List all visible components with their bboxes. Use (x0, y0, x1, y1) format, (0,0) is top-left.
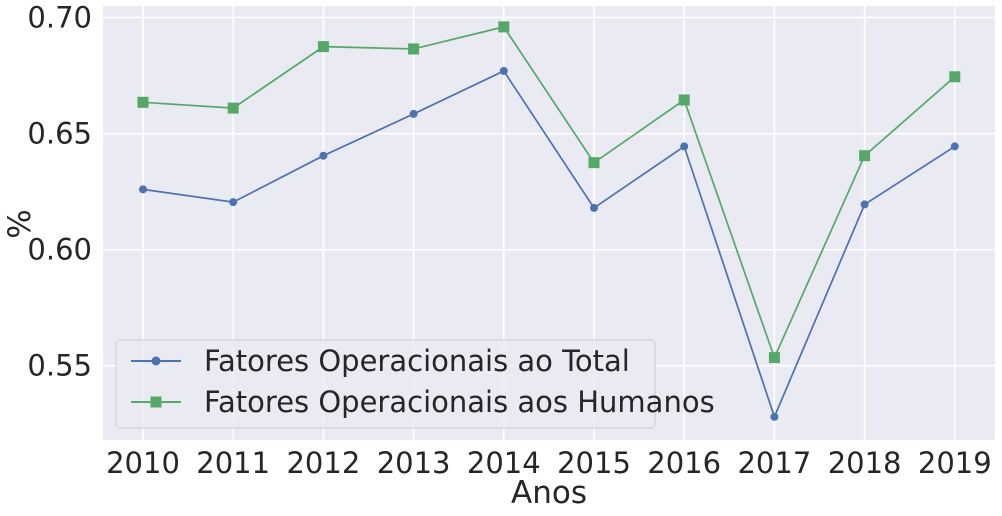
data-point (498, 21, 510, 33)
data-point (590, 203, 598, 212)
y-tick-label: 0.65 (27, 117, 92, 151)
x-tick-label: 2015 (557, 446, 631, 480)
legend-circle-marker-icon (151, 356, 161, 366)
x-axis-label: Anos (511, 475, 587, 511)
data-point (137, 96, 149, 108)
series-line (142, 69, 956, 420)
series-layer (137, 21, 961, 421)
legend: Fatores Operacionais ao Total Fatores Op… (115, 339, 715, 429)
series-line (142, 25, 956, 360)
data-point (588, 157, 600, 169)
y-tick-label: 0.60 (27, 233, 92, 267)
data-point (860, 200, 869, 209)
x-tick-label: 2018 (828, 446, 902, 480)
series-2 (137, 21, 961, 364)
data-point (859, 150, 871, 162)
legend-square-marker-icon (150, 396, 162, 408)
data-point (317, 41, 329, 53)
data-point (409, 109, 418, 118)
data-point (499, 66, 508, 75)
legend-entry-total: Fatores Operacionais ao Total (131, 344, 630, 378)
y-axis-label: % (2, 209, 38, 238)
x-tick-label: 2011 (196, 446, 270, 480)
x-tick-labels: 2010 2011 2012 2013 2014 2015 2016 2017 2018 2019 (106, 446, 992, 480)
x-tick-label: 2016 (647, 446, 721, 480)
x-tick-label: 2017 (737, 446, 811, 480)
legend-label-humanos: Fatores Operacionais aos Humanos (204, 385, 715, 419)
series-1 (139, 66, 959, 421)
x-tick-label: 2010 (106, 446, 180, 480)
legend-box (115, 339, 656, 429)
x-tick-label: 2014 (467, 446, 541, 480)
x-tick-label: 2013 (377, 446, 451, 480)
data-point (950, 142, 959, 151)
data-point (408, 43, 420, 55)
data-point (770, 412, 779, 421)
y-tick-label: 0.70 (27, 1, 92, 35)
x-gridlines (142, 6, 956, 440)
data-point (139, 185, 147, 194)
x-tick-label: 2019 (918, 446, 992, 480)
data-point (229, 198, 238, 207)
x-tick-label: 2012 (286, 446, 360, 480)
data-point (680, 142, 689, 151)
data-point (678, 94, 690, 106)
data-point (949, 71, 961, 83)
legend-label-total: Fatores Operacionais ao Total (204, 344, 630, 378)
data-point (227, 102, 239, 114)
y-tick-label: 0.55 (27, 349, 92, 383)
data-point (768, 352, 780, 364)
legend-entry-humanos: Fatores Operacionais aos Humanos (131, 385, 715, 419)
data-point (319, 151, 328, 160)
y-tick-labels: 0.55 0.60 0.65 0.70 (27, 1, 92, 383)
